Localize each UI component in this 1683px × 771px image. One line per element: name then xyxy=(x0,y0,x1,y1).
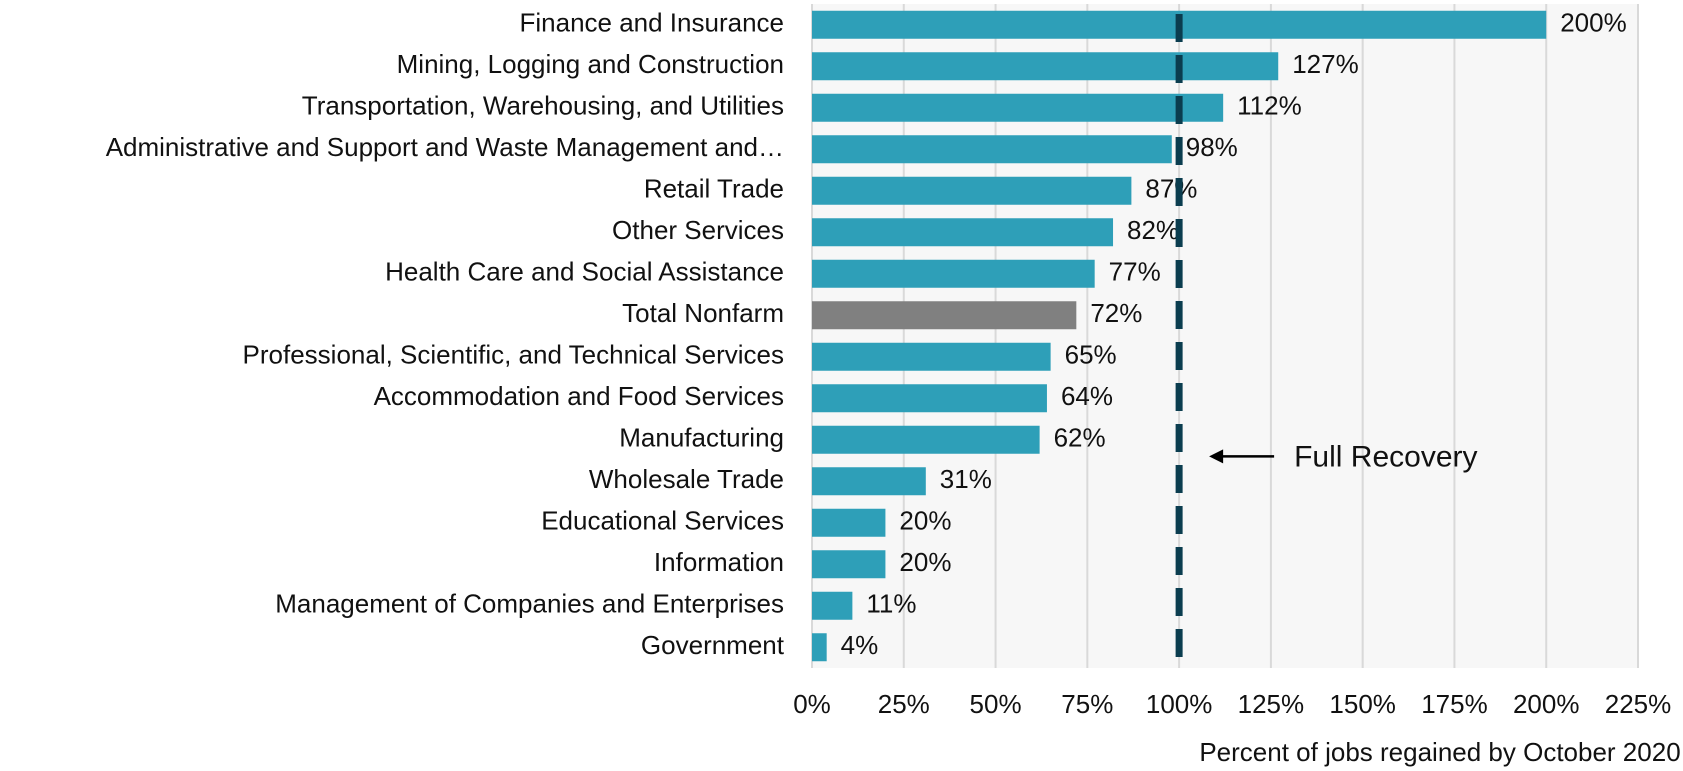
y-tick-label: Administrative and Support and Waste Man… xyxy=(106,132,784,162)
value-label: 112% xyxy=(1237,91,1302,121)
bar xyxy=(812,425,1040,454)
y-tick-label: Total Nonfarm xyxy=(622,298,784,328)
value-label: 127% xyxy=(1292,49,1359,79)
y-tick-label: Wholesale Trade xyxy=(589,464,784,494)
bar xyxy=(812,259,1095,288)
bar xyxy=(812,176,1132,205)
bar xyxy=(812,342,1051,371)
x-tick-label: 175% xyxy=(1421,689,1488,719)
bar xyxy=(812,550,886,579)
bar xyxy=(812,384,1047,413)
bar xyxy=(812,508,886,537)
x-axis-label: Percent of jobs regained by October 2020 xyxy=(1199,737,1680,767)
value-label: 31% xyxy=(940,464,992,494)
y-tick-label: Transportation, Warehousing, and Utiliti… xyxy=(302,91,784,121)
y-tick-label: Educational Services xyxy=(541,506,784,536)
value-label: 72% xyxy=(1090,298,1142,328)
x-tick-label: 75% xyxy=(1061,689,1113,719)
x-tick-label: 0% xyxy=(793,689,831,719)
bar xyxy=(812,52,1279,81)
value-label: 82% xyxy=(1127,215,1179,245)
arrow-head xyxy=(1209,449,1224,464)
y-tick-label: Retail Trade xyxy=(644,174,784,204)
y-tick-label: Health Care and Social Assistance xyxy=(385,257,784,287)
x-tick-label: 225% xyxy=(1605,689,1672,719)
y-tick-label: Accommodation and Food Services xyxy=(374,381,784,411)
y-tick-label: Manufacturing xyxy=(619,423,784,453)
y-tick-label: Mining, Logging and Construction xyxy=(397,49,784,79)
value-label: 20% xyxy=(899,547,951,577)
value-label: 200% xyxy=(1560,8,1627,38)
value-label: 65% xyxy=(1065,340,1117,370)
y-tick-label: Finance and Insurance xyxy=(519,8,784,38)
bar xyxy=(812,467,926,496)
value-label: 77% xyxy=(1109,257,1161,287)
bar xyxy=(812,135,1172,164)
bar xyxy=(812,591,853,620)
y-tick-label: Management of Companies and Enterprises xyxy=(275,589,784,619)
y-tick-label: Government xyxy=(641,630,785,660)
value-label: 11% xyxy=(866,589,916,619)
bar xyxy=(812,633,827,662)
y-tick-label: Information xyxy=(654,547,784,577)
value-label: 4% xyxy=(841,630,879,660)
value-label: 62% xyxy=(1054,423,1106,453)
bar xyxy=(812,218,1114,247)
value-label: 87% xyxy=(1145,174,1197,204)
x-tick-label: 125% xyxy=(1238,689,1305,719)
y-tick-label: Other Services xyxy=(612,215,784,245)
value-label: 98% xyxy=(1186,132,1238,162)
x-tick-label: 25% xyxy=(878,689,930,719)
bar xyxy=(812,93,1224,122)
x-tick-label: 150% xyxy=(1329,689,1396,719)
value-label: 64% xyxy=(1061,381,1113,411)
bar xyxy=(812,301,1077,330)
x-tick-label: 100% xyxy=(1146,689,1213,719)
x-tick-label: 200% xyxy=(1513,689,1580,719)
annotation: Full Recovery xyxy=(1294,440,1477,473)
x-tick-label: 50% xyxy=(970,689,1022,719)
y-tick-label: Professional, Scientific, and Technical … xyxy=(243,340,784,370)
value-label: 20% xyxy=(899,506,951,536)
